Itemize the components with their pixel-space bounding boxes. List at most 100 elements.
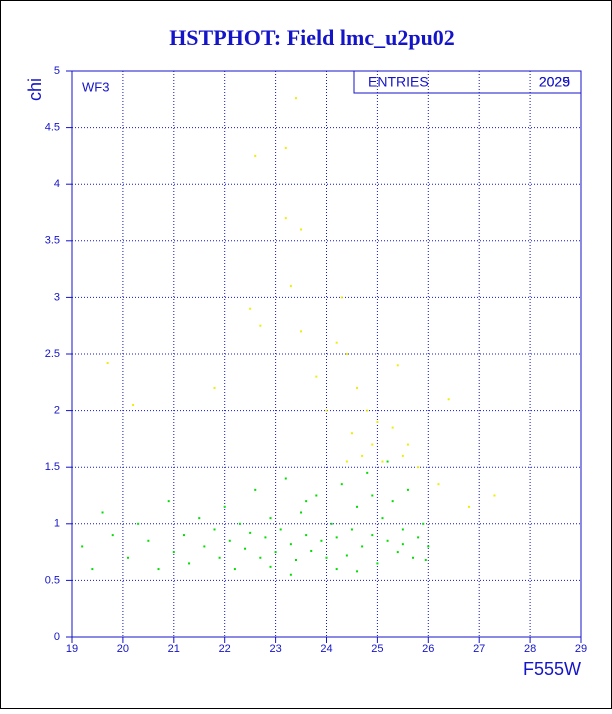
y-tick-label: 1 (54, 518, 60, 530)
point (228, 539, 231, 542)
point (289, 285, 292, 288)
point (422, 522, 425, 525)
point (249, 531, 252, 534)
point (381, 517, 384, 520)
point (284, 217, 287, 220)
x-tick-label: 27 (473, 643, 485, 655)
point (137, 522, 140, 525)
point (493, 494, 496, 497)
point (345, 460, 348, 463)
point (269, 565, 272, 568)
point (325, 409, 328, 412)
stats-value: 2025 (539, 74, 570, 90)
x-tick-label: 19 (66, 643, 78, 655)
x-tick-label: 23 (269, 643, 281, 655)
point (325, 556, 328, 559)
point (335, 341, 338, 344)
point (350, 528, 353, 531)
y-tick-label: 2.5 (45, 348, 60, 360)
y-tick-label: 0.5 (45, 574, 60, 586)
point (406, 443, 409, 446)
point (345, 554, 348, 557)
chart-title: HSTPHOT: Field lmc_u2pu02 (169, 25, 455, 50)
point (101, 511, 104, 514)
point (396, 551, 399, 554)
point (356, 386, 359, 389)
y-tick-label: 5 (54, 65, 60, 77)
point (294, 97, 297, 100)
point (294, 559, 297, 562)
point (371, 494, 374, 497)
y-tick-label: 2 (54, 405, 60, 417)
point (218, 556, 221, 559)
stats-value: 2029 (539, 74, 570, 90)
point (244, 547, 247, 550)
x-tick-label: 24 (320, 643, 332, 655)
point (223, 505, 226, 508)
point (284, 146, 287, 149)
point (356, 505, 359, 508)
x-tick-label: 25 (371, 643, 383, 655)
point (213, 528, 216, 531)
point (300, 511, 303, 514)
point (274, 551, 277, 554)
x-tick-label: 22 (219, 643, 231, 655)
point (233, 568, 236, 571)
point (447, 398, 450, 401)
point (259, 324, 262, 327)
x-axis-label: F555W (523, 659, 581, 679)
annotation: WF3 (82, 79, 109, 94)
point (340, 483, 343, 486)
point (350, 432, 353, 435)
point (310, 549, 313, 552)
point (376, 562, 379, 565)
point (182, 534, 185, 537)
point (188, 562, 191, 565)
y-axis-label: chi (25, 78, 45, 101)
point (356, 570, 359, 573)
y-tick-label: 4.5 (45, 122, 60, 134)
point (300, 228, 303, 231)
point (315, 494, 318, 497)
point (279, 528, 282, 531)
point (238, 522, 241, 525)
point (81, 545, 84, 548)
point (417, 466, 420, 469)
point (254, 488, 257, 491)
point (361, 545, 364, 548)
point (269, 517, 272, 520)
point (391, 500, 394, 503)
x-tick-label: 29 (575, 643, 587, 655)
point (406, 488, 409, 491)
point (381, 460, 384, 463)
point (437, 483, 440, 486)
point (468, 505, 471, 508)
plot-frame (71, 70, 582, 638)
y-tick-label: 4 (54, 178, 60, 190)
point (330, 522, 333, 525)
x-tick-label: 28 (524, 643, 536, 655)
x-tick-label: 26 (422, 643, 434, 655)
point (417, 536, 420, 539)
point (254, 154, 257, 157)
point (371, 534, 374, 537)
point (401, 528, 404, 531)
point (289, 573, 292, 576)
point (412, 556, 415, 559)
point (335, 536, 338, 539)
point (386, 539, 389, 542)
point (198, 517, 201, 520)
point (264, 536, 267, 539)
point (315, 375, 318, 378)
point (366, 471, 369, 474)
point (172, 551, 175, 554)
point (289, 543, 292, 546)
point (249, 307, 252, 310)
y-tick-label: 3.5 (45, 235, 60, 247)
point (391, 426, 394, 429)
point (111, 534, 114, 537)
point (147, 539, 150, 542)
point (167, 500, 170, 503)
